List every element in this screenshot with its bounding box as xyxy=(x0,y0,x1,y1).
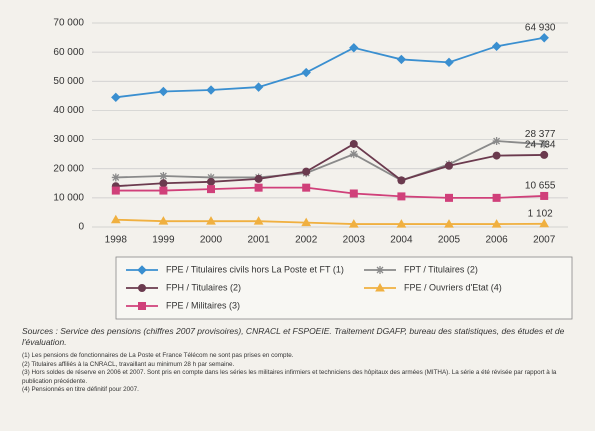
data-point xyxy=(349,189,358,198)
y-tick-label: 50 000 xyxy=(53,76,84,87)
legend-label: FPH / Titulaires (2) xyxy=(166,282,241,292)
series-line xyxy=(115,142,545,188)
data-point xyxy=(349,43,359,53)
y-tick-label: 40 000 xyxy=(53,105,84,116)
sources: Sources : Service des pensions (chiffres… xyxy=(22,326,565,347)
data-point xyxy=(207,173,215,182)
data-point xyxy=(349,139,358,148)
data-point xyxy=(158,216,169,225)
data-label: 28 377 xyxy=(525,129,556,140)
footnote: (4) Pensionnés en titre définitif pour 2… xyxy=(22,386,139,393)
x-tick-label: 2000 xyxy=(200,235,223,246)
chart: 0 10 000 20 000 30 000 40 000 50 000 60 000 70 … xyxy=(53,18,573,320)
data-point xyxy=(540,191,549,200)
legend-label: FPT / Titulaires (2) xyxy=(404,264,478,274)
series-line xyxy=(115,140,545,182)
data-point xyxy=(158,86,169,97)
footnote: (2) Titulaires affiliés à la CNRACL, tra… xyxy=(22,360,235,368)
data-label: 1 102 xyxy=(528,208,553,219)
data-point xyxy=(253,82,264,92)
data-point xyxy=(206,216,216,225)
series-line xyxy=(115,186,545,199)
data-point xyxy=(492,137,501,146)
data-point xyxy=(110,214,121,224)
footnote: (3) Hors soldes de réserve en 2006 et 20… xyxy=(22,369,557,385)
data-point xyxy=(302,183,311,192)
legend-marker xyxy=(138,284,146,292)
x-tick-label: 2006 xyxy=(485,235,508,246)
x-tick-label: 2003 xyxy=(343,235,366,246)
legend-label: FPE / Ouvriers d'Etat (4) xyxy=(404,282,502,292)
x-tick-label: 2007 xyxy=(533,235,556,246)
data-point xyxy=(540,140,549,149)
data-point xyxy=(397,176,406,185)
data-point xyxy=(491,219,502,228)
x-tick-label: 2001 xyxy=(247,235,270,246)
data-point xyxy=(111,173,120,182)
data-point xyxy=(254,183,263,192)
legend-marker xyxy=(376,266,384,274)
data-point xyxy=(539,218,550,228)
data-point xyxy=(159,172,168,180)
data-point xyxy=(349,150,358,159)
data-point xyxy=(302,167,311,176)
data-point xyxy=(207,185,215,194)
data-point xyxy=(539,33,549,43)
x-tick-label: 2004 xyxy=(390,235,413,246)
data-point xyxy=(444,219,454,228)
data-point xyxy=(444,57,454,68)
legend-marker xyxy=(375,282,385,292)
data-point xyxy=(159,179,168,188)
data-point xyxy=(301,217,312,227)
data-point xyxy=(491,41,502,52)
legend-box xyxy=(115,256,573,320)
data-point xyxy=(207,177,215,186)
data-label: 64 930 xyxy=(525,22,556,33)
y-tick-label: 20 000 xyxy=(53,163,84,174)
y-tick-label: 10 000 xyxy=(53,192,84,203)
data-label: 24 734 xyxy=(525,140,556,151)
x-tick-label: 2005 xyxy=(438,235,461,246)
y-tick-label: 70 000 xyxy=(53,18,84,29)
x-tick-label: 2002 xyxy=(295,235,318,246)
data-point xyxy=(253,216,264,225)
legend-marker xyxy=(137,265,147,275)
data-point xyxy=(396,219,407,228)
series-line xyxy=(115,36,545,99)
footnote: (1) Les pensions de fonctionnaires de La… xyxy=(22,352,294,359)
series-line xyxy=(115,218,545,225)
y-tick-label: 0 xyxy=(78,222,84,233)
data-point xyxy=(492,193,501,202)
data-point xyxy=(540,150,549,159)
data-point xyxy=(111,186,120,195)
legend-marker xyxy=(138,302,146,310)
data-point xyxy=(348,219,359,228)
data-point xyxy=(445,161,453,170)
y-tick-label: 30 000 xyxy=(53,134,84,145)
data-point xyxy=(301,67,311,78)
data-point xyxy=(111,92,121,103)
x-tick-label: 1998 xyxy=(105,235,128,246)
data-label: 10 655 xyxy=(525,181,556,192)
data-point xyxy=(492,151,501,160)
legend-label: FPE / Militaires (3) xyxy=(166,300,240,310)
data-point xyxy=(206,85,216,95)
x-tick-label: 1999 xyxy=(152,235,175,246)
y-tick-label: 60 000 xyxy=(53,47,84,58)
notes: Sources : Service des pensions (chiffres… xyxy=(22,326,577,395)
data-point xyxy=(396,54,407,65)
data-point xyxy=(159,186,168,195)
legend-label: FPE / Titulaires civils hors La Poste et… xyxy=(166,264,344,274)
data-point xyxy=(445,193,453,202)
data-point xyxy=(254,174,263,183)
data-point xyxy=(397,192,406,201)
